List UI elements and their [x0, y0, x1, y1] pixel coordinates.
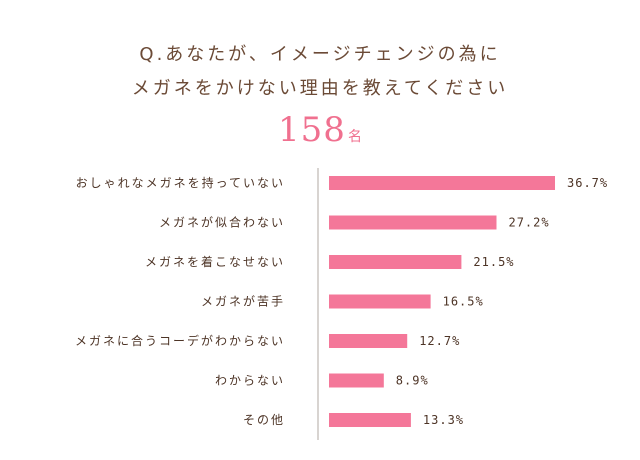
- bar-value-label: 12.7%: [419, 334, 460, 348]
- respondent-count-unit: 名: [347, 129, 362, 145]
- chart-bars: おしゃれなメガネを持っていない 36.7% メガネが似合わない 27.2% メガネを着こ…: [75, 175, 608, 427]
- bar-value-label: 8.9%: [396, 374, 429, 388]
- bar: [329, 373, 384, 388]
- bar-category-label: メガネに合うコーデがわからない: [75, 333, 285, 348]
- respondent-count: 158 名: [0, 110, 640, 150]
- bar-category-label: わからない: [215, 374, 285, 388]
- bar-category-label: メガネを着こなせない: [145, 254, 285, 269]
- question-title-line-1: Q.あなたが、イメージチェンジの為に: [139, 44, 501, 65]
- bar-category-label: メガネが苦手: [201, 294, 285, 309]
- bar-value-label: 13.3%: [423, 413, 464, 427]
- question-title: Q.あなたが、イメージチェンジの為に メガネをかけない理由を教えてください: [0, 38, 640, 106]
- bar-category-label: おしゃれなメガネを持っていない: [76, 175, 285, 190]
- bar-value-label: 27.2%: [508, 216, 549, 230]
- bar-value-label: 36.7%: [567, 176, 608, 190]
- bar: [329, 294, 431, 309]
- bar: [329, 413, 411, 427]
- bar-value-label: 21.5%: [473, 255, 514, 269]
- bar: [329, 255, 462, 269]
- bar: [329, 176, 555, 190]
- bar-category-label: メガネが似合わない: [159, 215, 285, 230]
- bar: [329, 334, 408, 348]
- bar-value-label: 16.5%: [443, 295, 484, 309]
- respondent-count-number: 158: [278, 110, 346, 150]
- bar: [329, 215, 497, 230]
- bar-category-label: その他: [243, 413, 285, 427]
- question-title-line-2: メガネをかけない理由を教えてください: [131, 78, 509, 99]
